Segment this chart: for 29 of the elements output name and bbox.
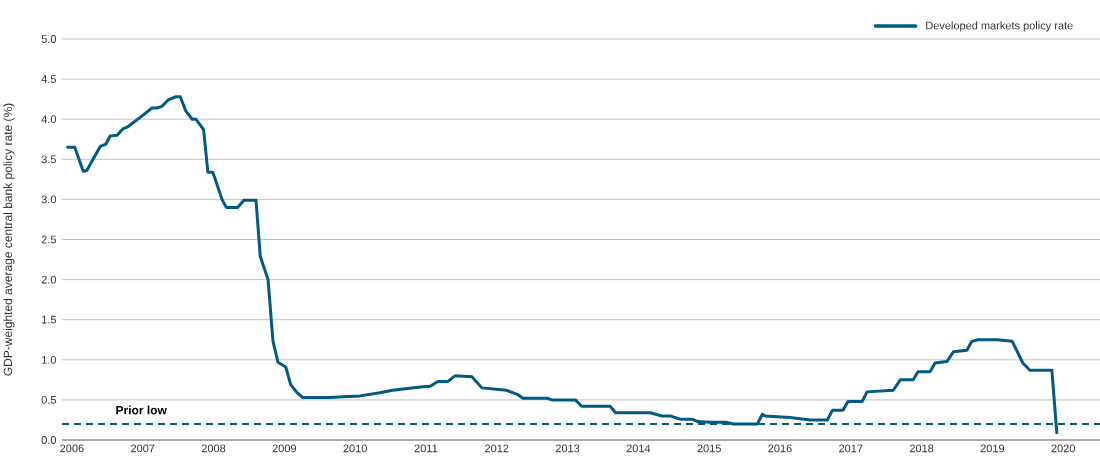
x-tick-label: 2015: [697, 444, 721, 453]
y-tick-label: 4.0: [41, 115, 57, 124]
x-tick-label: 2019: [980, 444, 1005, 453]
x-tick-label: 2014: [626, 444, 651, 453]
x-tick-label: 2011: [414, 444, 438, 453]
y-tick-label: 2.5: [41, 235, 57, 244]
y-tick-label: 0.0: [41, 436, 57, 444]
x-tick-label: 2013: [555, 444, 580, 453]
legend-label: Developed markets policy rate: [926, 21, 1073, 32]
x-tick-label: 2018: [909, 444, 934, 453]
x-tick-label: 2009: [272, 444, 297, 453]
y-tick-label: 4.5: [41, 75, 57, 83]
y-tick-label: 0.5: [41, 396, 57, 404]
y-tick-label: 1.0: [42, 355, 57, 364]
x-tick-label: 2010: [343, 444, 367, 453]
x-tick-label: 2012: [485, 444, 509, 453]
y-tick-label: 3.0: [41, 195, 57, 204]
y-tick-label: 3.5: [41, 155, 57, 164]
x-tick-label: 2017: [839, 444, 863, 453]
ref-line-label: Prior low: [116, 405, 167, 415]
x-tick-label: 2008: [201, 444, 226, 453]
y-tick-label: 2.0: [41, 275, 57, 284]
x-tick-label: 2007: [131, 444, 155, 453]
x-tick-label: 2020: [1051, 444, 1075, 453]
y-axis-title: GDP-weighted average central bank policy rate (%): [3, 103, 15, 376]
x-tick-label: 2016: [768, 444, 792, 453]
y-tick-label: 5.0: [41, 35, 57, 43]
y-tick-label: 1.5: [42, 315, 57, 324]
x-tick-label: 2006: [60, 444, 84, 453]
